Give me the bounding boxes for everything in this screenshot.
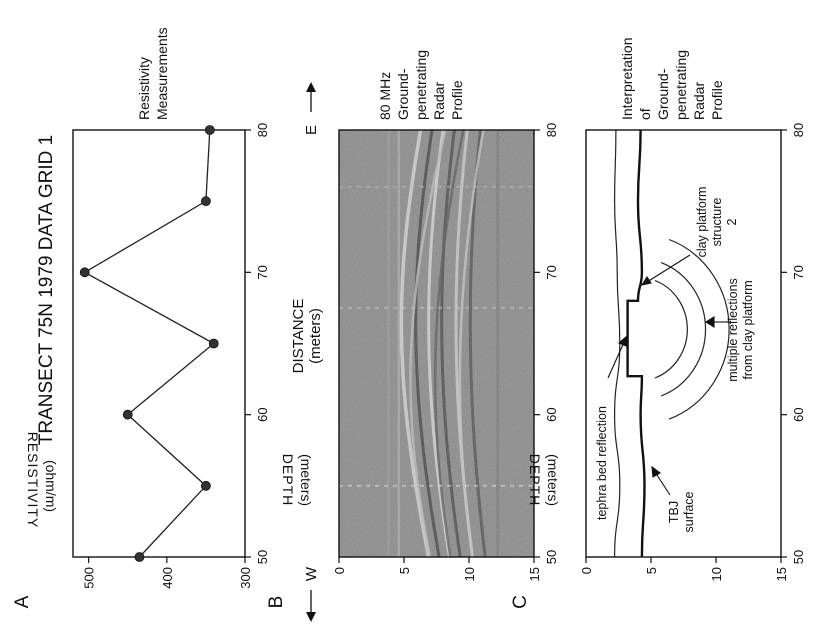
panel-a-distance-tick-label: 50 [255, 550, 270, 564]
panel-b-caption-line-2: Ground- [395, 68, 411, 120]
panel-b-distance-tick-label: 80 [544, 123, 559, 137]
panel-a-letter: A [12, 595, 33, 608]
panel-b-distance-tick-label: 50 [544, 550, 559, 564]
resistivity-points [79, 125, 219, 562]
distance-axis-unit: (meters) [307, 308, 324, 364]
multiple-reflection-arc [660, 262, 707, 397]
figure-title: TRANSECT 75N 1979 DATA GRID 1 [36, 135, 57, 445]
tephra-arrowhead-icon [617, 334, 628, 347]
panel-c-depth-tick-label: 0 [579, 567, 594, 574]
panel-b-depth-ticks: 0 5 10 15 [332, 557, 542, 581]
panel-a-resistivity-tick-label: 300 [238, 567, 253, 589]
panel-b-distance-ticks: 50 60 70 80 [534, 123, 559, 564]
panel-a-caption-line-2: Measurements [154, 27, 170, 120]
panel-c-distance-tick-label: 50 [791, 550, 806, 564]
panel-c-depth-tick-label: 15 [774, 567, 789, 581]
multi-arrowhead-icon [704, 316, 715, 328]
panel-b-distance-tick-label: 60 [544, 407, 559, 421]
panel-c-caption-line-2: of [637, 108, 653, 120]
panel-c-caption-line-5: Radar [691, 82, 707, 120]
clay-platform-label-3: 2 [725, 218, 739, 225]
panel-a-resistivity-ticks: 300 400 500 [82, 557, 253, 589]
panel-c-depth-tick-label: 5 [644, 567, 659, 574]
panel-c-distance-tick-label: 60 [791, 407, 806, 421]
panel-a-resistivity-tick-label: 400 [160, 567, 175, 589]
panel-c-letter: C [510, 595, 531, 609]
panel-a-frame [72, 129, 246, 558]
tephra-arrow-icon [607, 339, 626, 379]
clay-arrow-icon [646, 254, 691, 283]
panel-b-depth-tick-label: 10 [462, 567, 477, 581]
panel-c-caption-line-1: Interpretation [619, 38, 635, 121]
resistivity-point [201, 480, 211, 491]
west-arrowhead-icon [306, 612, 316, 622]
panel-c-distance-ticks: 50 60 70 80 [781, 123, 806, 564]
radar-noise-texture [339, 130, 534, 557]
panel-a-axis-unit: (ohm/m) [43, 460, 59, 512]
east-label: E [303, 125, 320, 135]
multiple-reflections-label-2: from clay platform [741, 280, 755, 379]
panel-c-frame [585, 129, 782, 558]
panel-a-distance-ticks: 50 60 70 80 [245, 123, 270, 564]
panel-a-distance-tick-label: 60 [255, 407, 270, 421]
west-indicator: W [303, 566, 320, 622]
panel-c-caption-line-3: Ground- [655, 68, 671, 120]
resistivity-point [208, 338, 219, 349]
panel-a-caption-line-1: Resistivity [136, 57, 152, 120]
multiple-reflection-arc [668, 238, 730, 420]
tbj-arrow-icon [654, 471, 671, 496]
clay-platform-label-1: clay platform [695, 187, 709, 258]
east-arrowhead-icon [306, 82, 316, 92]
panel-b-caption-line-5: Profile [449, 80, 465, 120]
west-label: W [303, 566, 320, 581]
panel-c-caption-line-6: Profile [709, 80, 725, 120]
panel-b-depth-tick-label: 15 [527, 567, 542, 581]
annotation-arrows [607, 254, 728, 496]
panel-b-caption-line-1: 80 MHz [377, 72, 393, 120]
panel-b-axis-label: DEPTH [280, 454, 296, 506]
panel-a-distance-tick-label: 70 [255, 265, 270, 279]
tbj-surface-label: surface [682, 491, 696, 532]
resistivity-point [122, 409, 133, 420]
east-indicator: E [303, 82, 320, 135]
clay-arrowhead-icon [640, 275, 652, 286]
panel-b-frame [338, 129, 535, 558]
resistivity-line [83, 129, 215, 558]
panel-b-caption-line-4: Radar [431, 82, 447, 120]
tbj-surface-line [626, 130, 646, 557]
panel-c-axis-label: DEPTH [527, 454, 543, 506]
multiple-reflection-arcs [654, 238, 730, 420]
panel-b-depth-tick-label: 0 [332, 567, 347, 574]
multiple-reflections-label-1: multiple reflections [726, 278, 740, 382]
panel-b-letter: B [266, 596, 287, 609]
panel-c-distance-tick-label: 70 [791, 265, 806, 279]
resistivity-point [204, 125, 215, 135]
panel-a-resistivity-tick-label: 500 [82, 567, 97, 589]
panel-a-axis-label: RESISTIVITY [25, 432, 41, 529]
panel-b-axis-unit: (meters) [298, 454, 314, 506]
tbj-arrowhead-icon [651, 465, 661, 478]
panel-c-depth-ticks: 0 5 10 15 [579, 557, 789, 581]
panel-a: 50 60 70 80 300 400 500 A RESISTIVITY (ohm/m)… [12, 27, 270, 608]
multiple-reflection-arc [654, 279, 688, 379]
panel-b-caption-line-3: penetrating [413, 50, 429, 120]
panel-a-distance-tick-label: 80 [255, 123, 270, 137]
distance-axis-title: DISTANCE [290, 299, 307, 374]
resistivity-point [201, 196, 211, 207]
tephra-bed-label: tephra bed reflection [595, 406, 609, 520]
resistivity-point [134, 552, 145, 562]
tbj-label: TBJ [667, 501, 681, 523]
clay-platform-label-2: structure [710, 198, 724, 247]
panel-b-depth-tick-label: 5 [397, 567, 412, 574]
panel-c-depth-tick-label: 10 [709, 567, 724, 581]
resistivity-point [79, 267, 90, 278]
panel-c: 50 60 70 80 0 5 10 15 tephra bed reflection TB… [510, 38, 806, 609]
panel-c-caption-line-4: penetrating [673, 50, 689, 120]
panel-c-axis-unit: (meters) [545, 454, 561, 506]
panel-b-distance-tick-label: 70 [544, 265, 559, 279]
panel-c-distance-tick-label: 80 [791, 123, 806, 137]
